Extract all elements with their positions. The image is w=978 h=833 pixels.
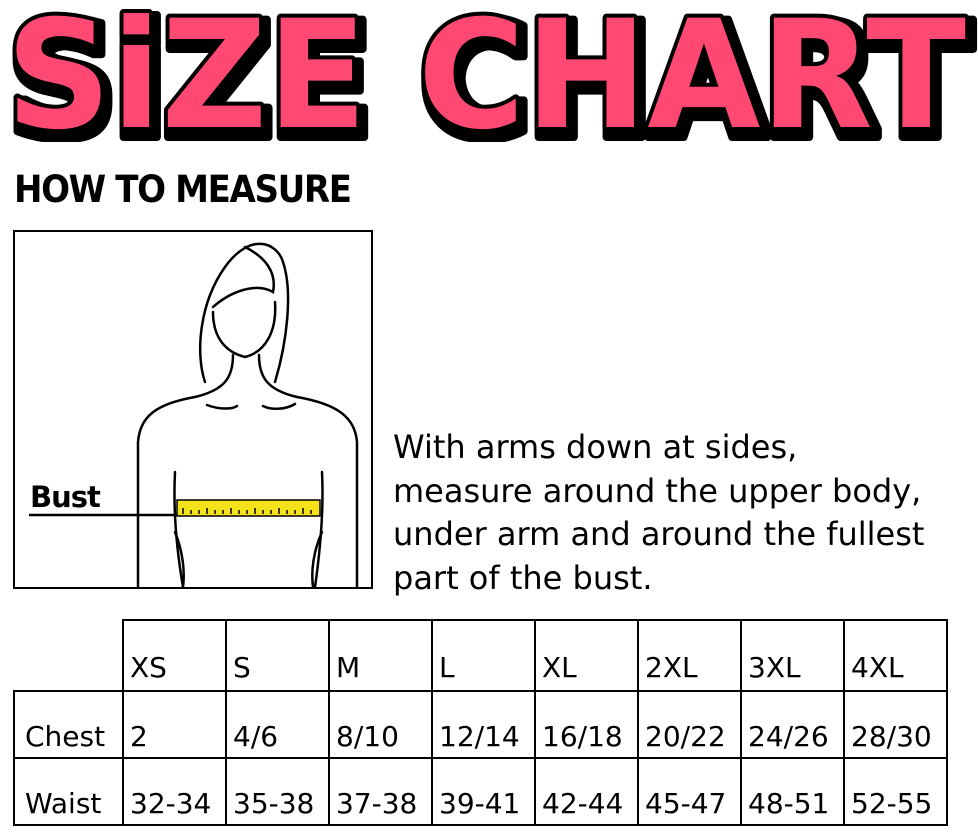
measurement-diagram: Bust — [13, 230, 373, 589]
table-row-chest: Chest 2 4/6 8/10 12/14 16/18 20/22 24/26… — [13, 690, 948, 759]
size-header-row: XS S M L XL 2XL 3XL 4XL — [14, 619, 948, 692]
table-cell: 4/6 — [225, 690, 330, 759]
size-header: XL — [534, 619, 639, 692]
how-to-measure-heading: HOW TO MEASURE — [14, 168, 352, 211]
size-header: L — [431, 619, 536, 692]
woman-figure-illustration — [29, 242, 359, 589]
row-label: Chest — [13, 690, 124, 759]
table-cell: 2 — [122, 690, 227, 759]
size-chart-title: SiZE CHART — [2, 0, 970, 142]
instruction-line: With arms down at sides, — [393, 428, 798, 466]
empty-corner-cell — [14, 620, 124, 692]
table-cell: 45-47 — [637, 757, 742, 826]
table-cell: 28/30 — [843, 690, 948, 759]
table-cell: 12/14 — [431, 690, 536, 759]
bust-label: Bust — [30, 480, 101, 514]
table-row-waist: Waist 32-34 35-38 37-38 39-41 42-44 45-4… — [13, 757, 948, 826]
table-cell: 16/18 — [534, 690, 639, 759]
instruction-line: under arm and around the fullest — [393, 515, 925, 553]
size-header: M — [328, 619, 433, 692]
table-cell: 35-38 — [225, 757, 330, 826]
measuring-tape — [176, 499, 321, 517]
size-header: 2XL — [637, 619, 742, 692]
table-cell: 8/10 — [328, 690, 433, 759]
table-cell: 32-34 — [122, 757, 227, 826]
size-header: 4XL — [843, 619, 948, 692]
title-text: SiZE CHART — [6, 0, 966, 142]
table-cell: 42-44 — [534, 757, 639, 826]
table-cell: 24/26 — [740, 690, 845, 759]
table-cell: 52-55 — [843, 757, 948, 826]
table-cell: 48-51 — [740, 757, 845, 826]
table-cell: 20/22 — [637, 690, 742, 759]
size-header: S — [225, 619, 330, 692]
size-header: 3XL — [740, 619, 845, 692]
instruction-line: part of the bust. — [393, 558, 653, 597]
row-label: Waist — [13, 757, 124, 826]
size-header: XS — [122, 619, 227, 692]
table-cell: 39-41 — [431, 757, 536, 826]
table-cell: 37-38 — [328, 757, 433, 826]
instruction-line: measure around the upper body, — [393, 471, 922, 510]
size-table: XS S M L XL 2XL 3XL 4XL Chest 2 4/6 8/10… — [13, 619, 948, 826]
measuring-instructions: With arms down at sides, measure around … — [393, 426, 978, 600]
